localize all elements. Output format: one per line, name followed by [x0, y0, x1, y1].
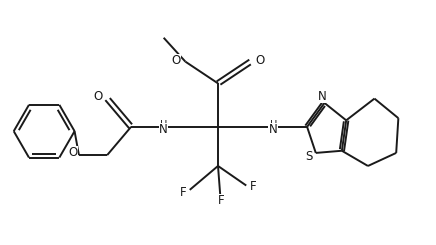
Text: N: N: [318, 90, 327, 103]
Text: F: F: [180, 185, 187, 198]
Text: H: H: [160, 120, 167, 130]
Text: N: N: [159, 122, 168, 135]
Text: H: H: [270, 120, 277, 130]
Text: O: O: [256, 54, 265, 67]
Text: N: N: [269, 122, 278, 135]
Text: S: S: [306, 150, 313, 163]
Text: O: O: [94, 90, 103, 103]
Text: O: O: [172, 54, 181, 67]
Text: O: O: [68, 147, 78, 159]
Text: F: F: [249, 180, 256, 193]
Text: F: F: [218, 194, 225, 207]
